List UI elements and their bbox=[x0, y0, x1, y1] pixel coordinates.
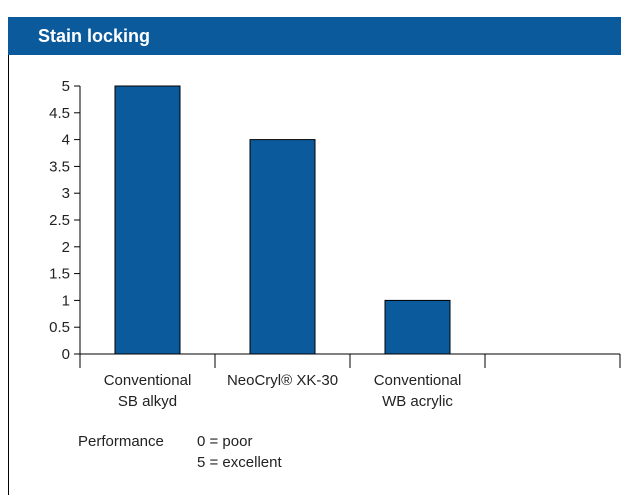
chart-title: Stain locking bbox=[38, 26, 151, 46]
x-tick-label: WB acrylic bbox=[382, 393, 453, 410]
y-tick-label: 3.5 bbox=[49, 158, 70, 175]
x-tick-label: Conventional bbox=[104, 372, 192, 389]
y-tick-label: 2.5 bbox=[49, 212, 70, 229]
performance-scale-excellent: 5 = excellent bbox=[197, 454, 282, 471]
y-tick-label: 3 bbox=[62, 185, 70, 202]
x-tick-label: NeoCryl® XK-30 bbox=[227, 372, 338, 389]
bar bbox=[249, 139, 316, 355]
bar bbox=[384, 299, 451, 355]
y-tick-label: 0.5 bbox=[49, 319, 70, 336]
y-tick-label: 2 bbox=[62, 239, 70, 256]
y-tick-label: 4.5 bbox=[49, 105, 70, 122]
performance-scale-poor: 0 = poor bbox=[197, 433, 253, 450]
x-tick-label: SB alkyd bbox=[118, 393, 177, 410]
title-bar: Stain locking bbox=[8, 17, 621, 55]
chart-panel bbox=[8, 17, 621, 495]
bar bbox=[114, 85, 181, 355]
y-tick-label: 1 bbox=[62, 292, 70, 309]
x-tick-label: Conventional bbox=[374, 372, 462, 389]
y-tick-label: 4 bbox=[62, 132, 70, 149]
performance-label: Performance bbox=[78, 433, 164, 450]
y-tick-label: 5 bbox=[62, 78, 70, 95]
y-tick-label: 0 bbox=[62, 346, 70, 363]
y-tick-label: 1.5 bbox=[49, 266, 70, 283]
